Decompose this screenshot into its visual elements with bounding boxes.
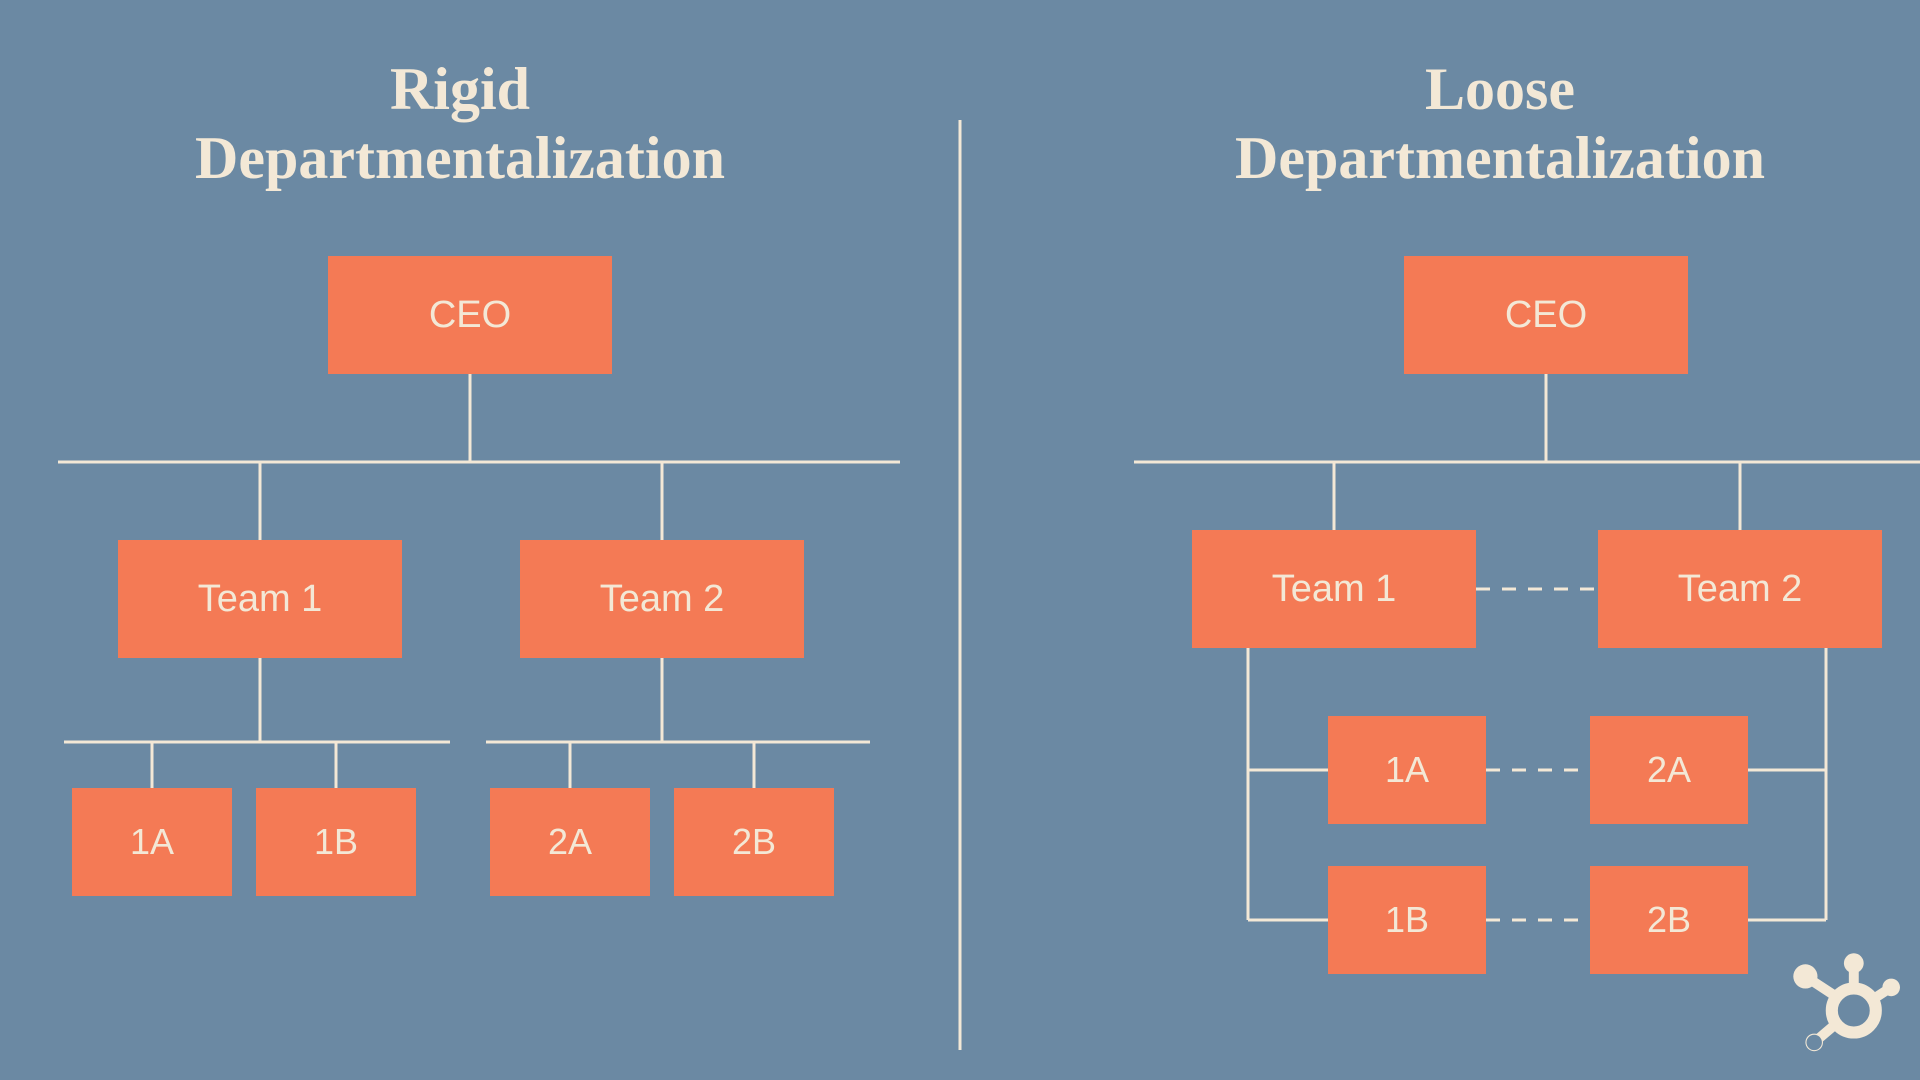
right-node-ceo: CEO (1404, 256, 1688, 374)
right-node-team2: Team 2 (1598, 530, 1882, 648)
left-node-1a: 1A (72, 788, 232, 896)
left-node-2a: 2A (490, 788, 650, 896)
right-node-2a: 2A (1590, 716, 1748, 824)
right-node-2b: 2B (1590, 866, 1748, 974)
left-title: Rigid Departmentalization (90, 55, 830, 193)
left-node-team1: Team 1 (118, 540, 402, 658)
diagram-canvas: Rigid Departmentalization Loose Departmen… (0, 0, 1920, 1080)
left-node-2b: 2B (674, 788, 834, 896)
right-node-1b: 1B (1328, 866, 1486, 974)
right-node-1a: 1A (1328, 716, 1486, 824)
right-title: Loose Departmentalization (1130, 55, 1870, 193)
right-node-team1: Team 1 (1192, 530, 1476, 648)
left-node-team2: Team 2 (520, 540, 804, 658)
left-node-1b: 1B (256, 788, 416, 896)
left-node-ceo: CEO (328, 256, 612, 374)
hubspot-logo-icon (1790, 950, 1900, 1060)
